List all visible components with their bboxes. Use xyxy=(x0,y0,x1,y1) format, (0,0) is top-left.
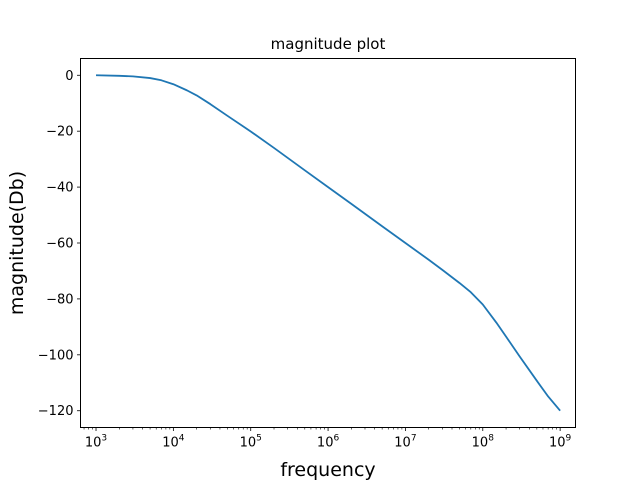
y-tick-label: −40 xyxy=(46,181,73,196)
x-tick-label-exponent: 7 xyxy=(411,434,417,444)
x-tick-label: 108 xyxy=(472,434,495,451)
x-tick-label: 105 xyxy=(240,434,262,451)
y-tick-label: 0 xyxy=(65,69,73,84)
x-tick-label-base: 10 xyxy=(85,436,102,451)
x-tick-label: 103 xyxy=(85,434,107,451)
x-tick-label: 109 xyxy=(549,434,572,451)
y-axis-ticks: 0 −20 −40 −60 −80 −100 −120 xyxy=(38,69,81,419)
x-tick-label-base: 10 xyxy=(240,436,257,451)
x-axis-ticks: 103 104 105 106 107 108 109 xyxy=(83,427,572,451)
x-tick-label-base: 10 xyxy=(317,436,334,451)
x-tick-label-exponent: 5 xyxy=(256,434,262,444)
x-tick-label-base: 10 xyxy=(472,436,489,451)
y-tick-label: −100 xyxy=(38,348,74,363)
y-tick-label: −20 xyxy=(46,125,73,140)
x-tick-label-exponent: 9 xyxy=(566,434,572,444)
x-tick-label-base: 10 xyxy=(394,436,411,451)
x-tick-label: 106 xyxy=(317,434,340,451)
series-line xyxy=(95,74,561,412)
x-tick-label-exponent: 8 xyxy=(488,434,494,444)
x-tick-label: 104 xyxy=(162,434,185,451)
x-tick-label-base: 10 xyxy=(549,436,566,451)
y-tick-label: −80 xyxy=(46,292,73,307)
y-tick-label: −120 xyxy=(38,404,74,419)
series-layer xyxy=(95,74,561,412)
x-tick-label-exponent: 3 xyxy=(101,434,107,444)
x-tick-label-exponent: 6 xyxy=(333,434,339,444)
plot-area-frame xyxy=(80,58,576,428)
y-tick-label: −60 xyxy=(46,237,73,252)
x-axis-label: frequency xyxy=(280,459,375,480)
x-tick-label-base: 10 xyxy=(162,436,179,451)
chart-title: magnitude plot xyxy=(271,35,386,53)
y-axis-label: magnitude(Db) xyxy=(6,171,28,315)
x-tick-label: 107 xyxy=(394,434,416,451)
x-tick-label-exponent: 4 xyxy=(179,434,185,444)
